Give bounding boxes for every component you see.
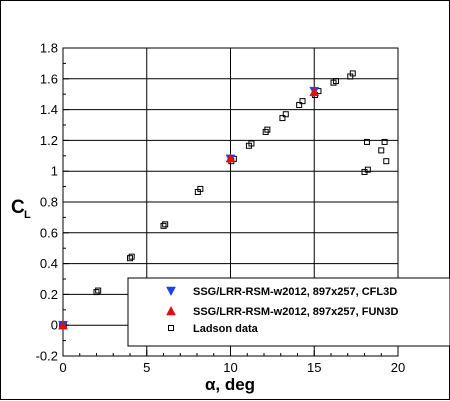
y-tick-label: 0.4 <box>40 256 58 271</box>
ladson-point <box>364 166 371 173</box>
x-tick-label: 15 <box>307 360 321 375</box>
y-tick-label: 1.4 <box>40 102 58 117</box>
x-tick-label: 0 <box>59 360 66 375</box>
y-tick-label: 0.2 <box>40 287 58 302</box>
legend-box <box>127 277 450 347</box>
ladson-point <box>381 138 388 145</box>
x-axis-unit: , deg <box>215 375 255 394</box>
legend-marker-cfl3d <box>166 286 176 297</box>
ladson-point <box>95 287 102 294</box>
ladson-point <box>128 253 135 260</box>
legend-label: SSG/LRR-RSM-w2012, 897x257, FUN3D <box>193 306 398 318</box>
y-axis-title-main: C <box>11 197 25 218</box>
ladson-point <box>162 221 169 228</box>
y-tick-label: 1.6 <box>40 71 58 86</box>
x-axis-title: α, deg <box>205 375 255 394</box>
x-tick-label: 5 <box>143 360 150 375</box>
y-tick-label: 0.6 <box>40 225 58 240</box>
ladson-point <box>264 126 271 133</box>
ladson-point <box>127 255 133 262</box>
x-tick-label: 20 <box>391 360 405 375</box>
legend-label: SSG/LRR-RSM-w2012, 897x257, CFL3D <box>193 286 397 298</box>
legend-marker-ladson <box>168 325 174 331</box>
legend: SSG/LRR-RSM-w2012, 897x257, CFL3D SSG/LRR… <box>127 277 450 347</box>
ladson-point <box>378 147 385 154</box>
x-axis-symbol: α <box>205 375 216 394</box>
ladson-point <box>279 115 286 122</box>
y-tick-label: 1.8 <box>40 41 58 56</box>
ladson-point <box>282 111 289 118</box>
y-tick-label: -0.2 <box>36 349 58 364</box>
legend-marker-fun3d <box>166 305 176 316</box>
ladson-point <box>296 101 303 108</box>
y-tick-label: 0 <box>51 318 58 333</box>
ladson-point <box>93 289 100 296</box>
y-tick-label: 1.2 <box>40 133 58 148</box>
ladson-point <box>197 185 204 192</box>
x-tick-label: 10 <box>223 360 237 375</box>
y-tick-label: 1 <box>51 164 58 179</box>
y-tick-label: 0.8 <box>40 195 58 210</box>
plot-border <box>62 47 399 357</box>
ladson-point <box>383 158 390 165</box>
y-axis-title-subscript: L <box>24 209 31 221</box>
data-points <box>58 70 390 331</box>
legend-label: Ladson data <box>193 323 259 335</box>
ladson-point <box>333 78 340 85</box>
ladson-point <box>364 138 371 145</box>
fun3d-point <box>225 153 236 163</box>
ladson-point <box>248 140 255 147</box>
y-axis-title: C L <box>11 197 31 221</box>
tick-labels: 0 5 10 15 20-0.200.20.40.60.811.21.41.61.8 <box>36 41 406 376</box>
fun3d-point <box>309 86 320 97</box>
ladson-point <box>299 98 306 105</box>
ladson-point <box>160 222 167 229</box>
fun3d-point <box>58 320 68 330</box>
ladson-point <box>349 70 356 77</box>
